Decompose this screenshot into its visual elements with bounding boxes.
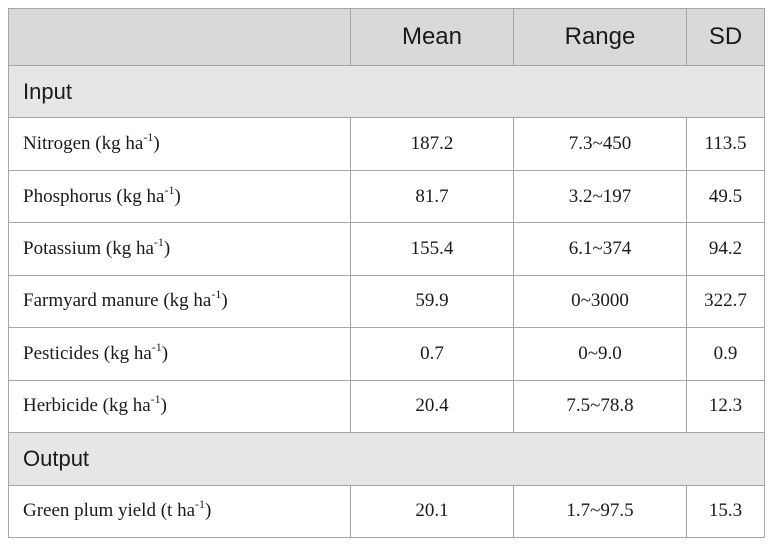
cell-mean: 20.1 bbox=[350, 484, 514, 538]
row-label-text: Potassium (kg ha bbox=[23, 238, 154, 260]
row-label-sup: -1 bbox=[211, 287, 222, 302]
row-label: Green plum yield (t ha-1) bbox=[8, 484, 351, 538]
cell-sd: 12.3 bbox=[686, 379, 765, 434]
table-row: Potassium (kg ha-1) 155.4 6.1~374 94.2 bbox=[8, 222, 765, 276]
cell-mean: 0.7 bbox=[350, 327, 514, 381]
section-title: Input bbox=[8, 64, 765, 119]
row-label-close: ) bbox=[153, 133, 160, 155]
statistics-table: Mean Range SD Input Nitrogen (kg ha-1) 1… bbox=[8, 8, 765, 538]
cell-mean: 81.7 bbox=[350, 169, 514, 224]
cell-sd: 0.9 bbox=[686, 327, 765, 381]
cell-range: 0~3000 bbox=[513, 274, 687, 329]
header-range: Range bbox=[513, 8, 687, 66]
table-row: Nitrogen (kg ha-1) 187.2 7.3~450 113.5 bbox=[8, 117, 765, 171]
row-label: Nitrogen (kg ha-1) bbox=[8, 117, 351, 171]
table-row: Farmyard manure (kg ha-1) 59.9 0~3000 32… bbox=[8, 274, 765, 329]
table-row: Pesticides (kg ha-1) 0.7 0~9.0 0.9 bbox=[8, 327, 765, 381]
table-row: Phosphorus (kg ha-1) 81.7 3.2~197 49.5 bbox=[8, 169, 765, 224]
row-label-close: ) bbox=[161, 342, 169, 364]
row-label: Farmyard manure (kg ha-1) bbox=[8, 274, 351, 329]
header-mean: Mean bbox=[350, 8, 514, 66]
row-label-text: Phosphorus (kg ha bbox=[23, 185, 165, 207]
cell-range: 3.2~197 bbox=[513, 169, 687, 224]
section-title: Output bbox=[8, 432, 765, 486]
cell-mean: 187.2 bbox=[350, 117, 514, 171]
cell-mean: 59.9 bbox=[350, 274, 514, 329]
row-label-close: ) bbox=[160, 395, 167, 417]
row-label: Potassium (kg ha-1) bbox=[8, 222, 351, 276]
row-label-close: ) bbox=[205, 500, 212, 522]
row-label-sup: -1 bbox=[150, 392, 161, 407]
row-label-sup: -1 bbox=[151, 339, 162, 354]
cell-range: 7.3~450 bbox=[513, 117, 687, 171]
cell-mean: 20.4 bbox=[350, 379, 514, 434]
row-label-close: ) bbox=[163, 238, 171, 260]
cell-sd: 49.5 bbox=[686, 169, 765, 224]
row-label: Pesticides (kg ha-1) bbox=[8, 327, 351, 381]
row-label-close: ) bbox=[174, 185, 181, 207]
row-label-text: Nitrogen (kg ha bbox=[23, 133, 144, 155]
cell-sd: 15.3 bbox=[686, 484, 765, 538]
row-label: Phosphorus (kg ha-1) bbox=[8, 169, 351, 224]
cell-range: 1.7~97.5 bbox=[513, 484, 687, 538]
section-row-input: Input bbox=[8, 64, 765, 119]
cell-range: 7.5~78.8 bbox=[513, 379, 687, 434]
header-sd: SD bbox=[686, 8, 765, 66]
header-blank bbox=[8, 8, 351, 66]
row-label-text: Green plum yield (t ha bbox=[23, 500, 196, 522]
table-row: Green plum yield (t ha-1) 20.1 1.7~97.5 … bbox=[8, 484, 765, 538]
row-label: Herbicide (kg ha-1) bbox=[8, 379, 351, 434]
row-label-sup: -1 bbox=[143, 130, 154, 145]
cell-sd: 322.7 bbox=[686, 274, 765, 329]
row-label-sup: -1 bbox=[153, 235, 164, 250]
cell-sd: 94.2 bbox=[686, 222, 765, 276]
row-label-text: Farmyard manure (kg ha bbox=[23, 290, 212, 312]
cell-range: 0~9.0 bbox=[513, 327, 687, 381]
row-label-text: Herbicide (kg ha bbox=[23, 395, 151, 417]
header-row: Mean Range SD bbox=[8, 8, 765, 66]
row-label-text: Pesticides (kg ha bbox=[23, 342, 152, 364]
cell-sd: 113.5 bbox=[686, 117, 765, 171]
table-row: Herbicide (kg ha-1) 20.4 7.5~78.8 12.3 bbox=[8, 379, 765, 434]
row-label-close: ) bbox=[221, 290, 228, 312]
cell-mean: 155.4 bbox=[350, 222, 514, 276]
section-row-output: Output bbox=[8, 432, 765, 486]
row-label-sup: -1 bbox=[164, 182, 175, 197]
cell-range: 6.1~374 bbox=[513, 222, 687, 276]
row-label-sup: -1 bbox=[195, 497, 206, 512]
